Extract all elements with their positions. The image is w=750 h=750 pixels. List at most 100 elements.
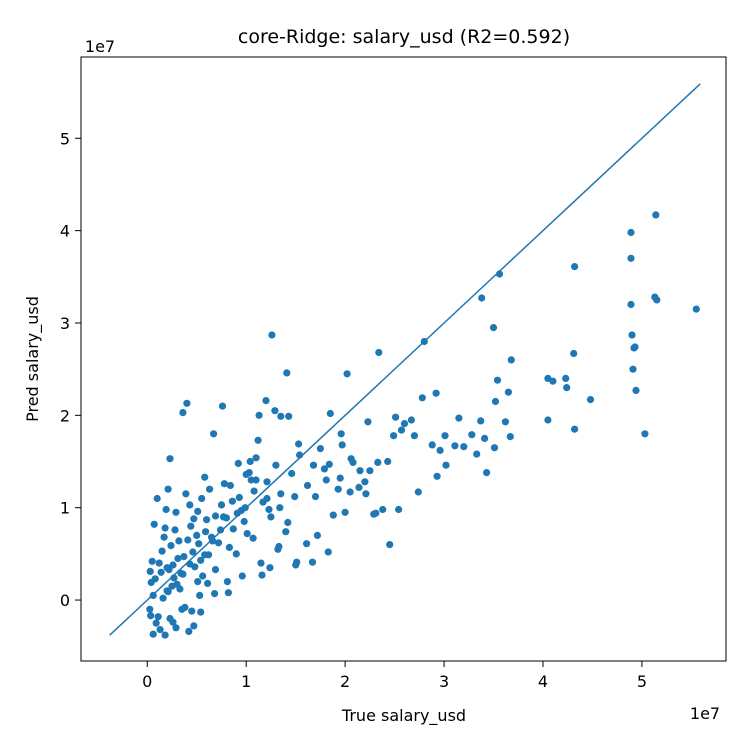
data-point — [428, 441, 436, 449]
data-point — [234, 459, 242, 467]
chart-title: core-Ridge: salary_usd (R2=0.592) — [238, 26, 570, 48]
data-point — [549, 377, 557, 385]
data-point — [384, 457, 392, 466]
data-point — [276, 504, 284, 512]
data-point — [214, 539, 223, 547]
data-point — [692, 305, 700, 313]
data-point — [436, 446, 444, 454]
data-point — [211, 512, 220, 520]
data-point — [178, 605, 186, 613]
data-point — [163, 564, 171, 572]
data-point — [156, 626, 164, 634]
data-point — [322, 476, 330, 484]
data-point — [570, 349, 578, 358]
x-tick-label: 4 — [538, 672, 548, 691]
y-tick-label: 2 — [60, 406, 70, 425]
data-point — [374, 458, 382, 466]
data-point — [219, 513, 228, 521]
data-point — [282, 528, 290, 536]
data-point — [245, 469, 253, 477]
data-point — [284, 518, 292, 527]
data-point — [349, 458, 357, 466]
data-point — [155, 559, 163, 567]
data-point — [229, 525, 237, 533]
data-point — [185, 627, 193, 636]
data-point — [190, 515, 198, 523]
data-point — [232, 550, 240, 558]
data-point — [571, 425, 579, 433]
x-tick-label: 1 — [241, 672, 251, 691]
data-point — [166, 614, 174, 623]
data-point — [223, 578, 231, 586]
data-point — [238, 572, 246, 580]
data-point — [173, 580, 181, 588]
data-point — [180, 553, 188, 561]
plot-frame — [80, 56, 727, 662]
data-point — [288, 469, 296, 478]
data-point — [631, 343, 639, 351]
data-point — [162, 505, 170, 514]
data-point — [481, 434, 489, 442]
data-point — [477, 417, 485, 425]
data-point — [147, 612, 155, 620]
data-point — [203, 516, 211, 524]
data-point — [198, 494, 206, 503]
x-tick-label: 5 — [637, 672, 647, 691]
data-point — [366, 467, 374, 475]
data-point — [506, 433, 514, 441]
data-point — [397, 426, 406, 434]
data-point — [240, 517, 248, 526]
data-point — [172, 508, 180, 516]
data-point — [395, 505, 403, 514]
data-point — [151, 575, 159, 583]
data-point — [158, 547, 166, 555]
data-point — [252, 476, 260, 484]
data-point — [473, 450, 481, 458]
data-point — [194, 578, 202, 586]
data-point — [224, 589, 232, 597]
data-point — [627, 300, 635, 309]
data-point — [400, 420, 409, 428]
data-point — [175, 537, 183, 545]
data-point — [201, 473, 209, 481]
data-point — [179, 409, 187, 417]
data-point — [308, 558, 317, 566]
data-point — [362, 490, 370, 498]
data-point — [197, 608, 205, 616]
data-point — [199, 572, 207, 580]
data-point — [206, 485, 214, 493]
data-point — [190, 622, 198, 630]
data-point — [167, 542, 175, 550]
data-point — [164, 485, 172, 493]
data-point — [246, 457, 254, 466]
data-point — [146, 605, 154, 613]
data-point — [627, 254, 635, 262]
data-point — [193, 531, 201, 540]
data-point — [172, 624, 180, 632]
data-point — [361, 478, 369, 486]
data-point — [148, 557, 156, 565]
data-point — [544, 416, 552, 424]
data-point — [216, 526, 225, 534]
y-offset-label: 1e7 — [85, 37, 115, 56]
data-point — [186, 560, 194, 568]
data-point — [268, 331, 276, 339]
data-point — [324, 548, 332, 556]
data-point — [220, 480, 228, 488]
data-point — [202, 528, 210, 536]
data-point — [291, 493, 299, 501]
data-point — [562, 374, 570, 382]
data-point — [303, 540, 311, 548]
data-point — [478, 294, 486, 302]
data-point — [228, 497, 236, 505]
data-point — [258, 571, 266, 579]
data-point — [201, 551, 209, 559]
data-point — [150, 520, 158, 528]
data-point — [266, 564, 274, 572]
x-tick-label: 3 — [439, 672, 449, 691]
data-point — [194, 507, 202, 515]
data-point — [356, 467, 364, 475]
y-tick-label: 5 — [60, 129, 70, 148]
data-point — [407, 416, 415, 424]
data-point — [283, 369, 291, 377]
